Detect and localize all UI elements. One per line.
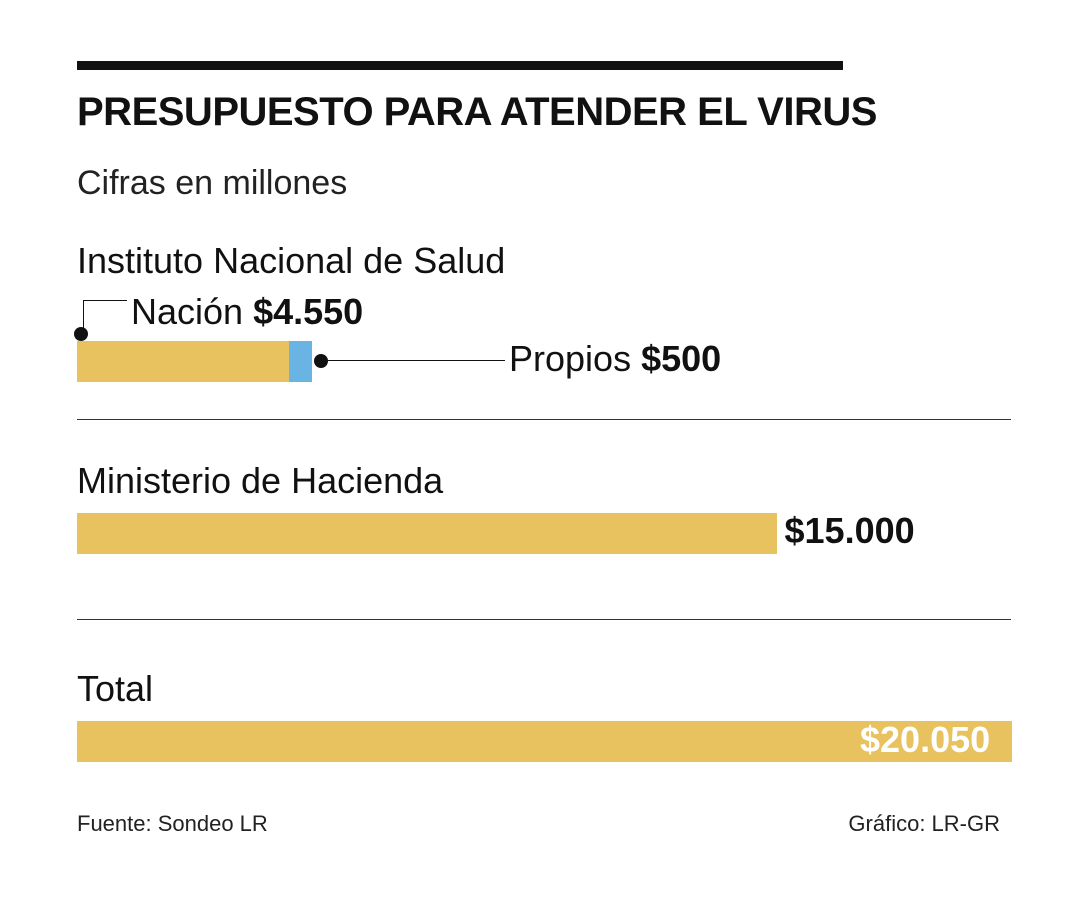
- propios-leader-dot: [314, 354, 329, 368]
- bar-propios: [289, 341, 313, 382]
- hacienda-value-label: $15.000: [784, 510, 915, 551]
- nacion-leader-horizontal: [83, 300, 127, 301]
- nacion-leader-vertical: [83, 300, 84, 334]
- nacion-annotation: Nación $4.550: [131, 290, 363, 334]
- chart-title: PRESUPUESTO PARA ATENDER EL VIRUS: [77, 90, 877, 134]
- credit-note: Gráfico: LR-GR: [848, 811, 1000, 836]
- bar-nacion: [77, 341, 290, 382]
- group-label-hacienda: Ministerio de Hacienda: [77, 460, 444, 501]
- group-label-ins: Instituto Nacional de Salud: [77, 240, 506, 281]
- title-rule: [77, 61, 843, 70]
- divider-2: [77, 619, 1011, 620]
- propios-annotation: Propios $500: [509, 337, 721, 381]
- propios-leader-line: [321, 360, 505, 361]
- propios-name: Propios: [509, 338, 632, 379]
- divider-1: [77, 419, 1011, 420]
- bar-hacienda: [77, 513, 777, 554]
- chart-subtitle: Cifras en millones: [77, 164, 348, 202]
- nacion-leader-dot: [74, 327, 88, 341]
- bar-total: [77, 721, 1012, 762]
- nacion-value: $4.550: [253, 291, 364, 332]
- nacion-name: Nación: [131, 291, 244, 332]
- propios-value: $500: [641, 338, 722, 379]
- source-note: Fuente: Sondeo LR: [77, 811, 268, 836]
- total-value-label: $20.050: [860, 719, 991, 760]
- group-label-total: Total: [77, 668, 154, 709]
